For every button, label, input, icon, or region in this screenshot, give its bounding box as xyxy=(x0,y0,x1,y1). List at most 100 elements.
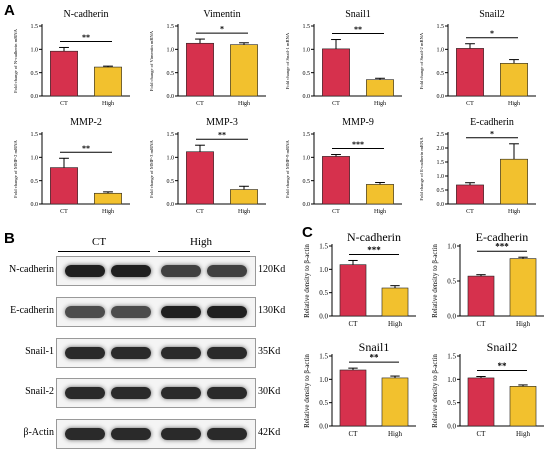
y-tick-label: 0.5 xyxy=(447,277,456,285)
blot-size-label: 42Kd xyxy=(258,427,281,438)
x-tick-label: High xyxy=(238,209,250,215)
bar-ct xyxy=(456,184,484,205)
density-chart-title: N-cadherin xyxy=(347,230,401,244)
density-chart-3: Snail2 Relative density to β-actin 0.0 0.5 1… xyxy=(428,338,548,444)
blot-group-ct-line xyxy=(58,251,150,252)
y-tick-label: 0.5 xyxy=(447,399,456,407)
density-chart-ylabel: Relative density to β-actin xyxy=(303,354,311,428)
y-tick-label: 1.0 xyxy=(437,174,445,180)
significance-marker: * xyxy=(490,29,494,38)
mrna-chart-svg-2: Snail1 Fold change of Snail-1 mRNA 0.0 0.5 1… xyxy=(285,9,402,107)
blot-strip xyxy=(56,256,256,286)
density-chart-svg-0: N-cadherin Relative density to β-actin 0.0… xyxy=(303,230,416,328)
blot-protein-label: Snail-2 xyxy=(25,386,54,397)
mrna-chart-title: Vimentin xyxy=(203,9,240,20)
mrna-chart-title: E-cadherin xyxy=(470,117,514,128)
mrna-chart-svg-6: MMP-9 Fold change of MMP-9 mRNA 0.0 0.5 1.0 1… xyxy=(285,117,402,215)
significance-marker: *** xyxy=(495,242,509,252)
blot-group-ct: CT xyxy=(92,236,107,248)
bar-high xyxy=(94,192,122,205)
mrna-chart-3: Snail2 Fold change of Snail-2 mRNA 0.0 0.5 1… xyxy=(414,6,540,114)
y-tick-label: 2.5 xyxy=(437,132,445,138)
blot-band xyxy=(111,265,151,277)
y-tick-label: 0.5 xyxy=(167,71,175,77)
significance-marker: *** xyxy=(352,140,364,149)
bar-ct xyxy=(50,167,78,205)
panel-label-a: A xyxy=(4,2,15,19)
y-tick-label: 0.0 xyxy=(319,422,328,430)
blot-protein-label: β-Actin xyxy=(23,427,54,438)
x-tick-label: CT xyxy=(466,101,474,107)
x-tick-label: High xyxy=(388,430,403,438)
blot-band xyxy=(207,428,247,440)
x-tick-label: CT xyxy=(466,209,474,215)
mrna-chart-title: N-cadherin xyxy=(64,9,109,20)
x-tick-label: CT xyxy=(349,430,359,438)
bar-high xyxy=(230,44,258,97)
blot-protein-label: E-cadherin xyxy=(10,305,54,316)
x-tick-label: CT xyxy=(196,209,204,215)
y-tick-label: 2.0 xyxy=(437,146,445,152)
bar-ct xyxy=(467,275,495,317)
x-tick-label: High xyxy=(388,320,403,328)
blot-band xyxy=(65,387,105,399)
density-chart-2: Snail1 Relative density to β-actin 0.0 0.5 1… xyxy=(300,338,420,444)
y-tick-label: 1.5 xyxy=(447,352,456,360)
y-tick-label: 1.0 xyxy=(447,376,456,384)
blot-protein-label: Snail-1 xyxy=(25,346,54,357)
blot-band xyxy=(65,347,105,359)
blot-protein-label: N-cadherin xyxy=(9,264,54,275)
y-tick-label: 1.0 xyxy=(319,266,328,274)
x-tick-label: High xyxy=(102,209,114,215)
y-tick-label: 0.0 xyxy=(31,94,39,100)
y-tick-label: 1.5 xyxy=(167,24,175,30)
mrna-chart-6: MMP-9 Fold change of MMP-9 mRNA 0.0 0.5 1.0 1… xyxy=(280,114,406,222)
blot-band xyxy=(207,265,247,277)
x-tick-label: CT xyxy=(332,209,340,215)
y-tick-label: 0.0 xyxy=(31,202,39,208)
x-tick-label: CT xyxy=(349,320,359,328)
y-tick-label: 0.0 xyxy=(303,94,311,100)
mrna-chart-svg-5: MMP-3 Fold change of MMP-3 mRNA 0.0 0.5 1.0 1… xyxy=(149,117,266,215)
mrna-chart-title: Snail2 xyxy=(479,9,505,20)
significance-marker: * xyxy=(220,25,224,34)
blot-band xyxy=(65,428,105,440)
mrna-chart-2: Snail1 Fold change of Snail-1 mRNA 0.0 0.5 1… xyxy=(280,6,406,114)
bar-high xyxy=(366,184,394,205)
blot-band xyxy=(111,428,151,440)
y-tick-label: 0.5 xyxy=(437,71,445,77)
western-blot: CT High N-cadherin 120Kd E-cadherin 130Kd Sn… xyxy=(0,228,292,449)
y-tick-label: 1.0 xyxy=(303,47,311,53)
blot-band xyxy=(161,347,201,359)
y-tick-label: 0.0 xyxy=(303,202,311,208)
density-chart-svg-1: E-cadherin Relative density to β-actin 0.0… xyxy=(431,230,544,328)
x-tick-label: High xyxy=(516,320,531,328)
mrna-chart-ylabel: Fold change of E-cadherin mRNA xyxy=(419,137,424,201)
y-tick-label: 0.0 xyxy=(319,312,328,320)
bar-ct xyxy=(322,48,350,97)
blot-band xyxy=(111,387,151,399)
mrna-chart-svg-1: Vimentin Fold change of Vimentin mRNA 0.0 0… xyxy=(149,9,266,107)
mrna-chart-svg-3: Snail2 Fold change of Snail-2 mRNA 0.0 0.5 1… xyxy=(419,9,536,107)
density-chart-title: E-cadherin xyxy=(476,230,529,244)
mrna-chart-title: MMP-3 xyxy=(206,117,238,128)
mrna-chart-0: N-cadherin Fold change of N-cadherin mRNA… xyxy=(8,6,134,114)
y-tick-label: 0.0 xyxy=(447,422,456,430)
blot-band xyxy=(161,265,201,277)
mrna-chart-ylabel: Fold change of MMP-2 mRNA xyxy=(13,139,18,197)
significance-marker: ** xyxy=(82,33,90,42)
y-tick-label: 1.0 xyxy=(167,47,175,53)
x-tick-label: High xyxy=(102,101,114,107)
y-tick-label: 0.5 xyxy=(303,71,311,77)
x-tick-label: CT xyxy=(196,101,204,107)
blot-band xyxy=(207,347,247,359)
panel-label-b: B xyxy=(4,230,15,247)
significance-marker: ** xyxy=(370,353,380,363)
bar-ct xyxy=(467,377,495,427)
blot-strip xyxy=(56,338,256,368)
mrna-chart-ylabel: Fold change of N-cadherin mRNA xyxy=(13,28,18,92)
y-tick-label: 1.5 xyxy=(167,132,175,138)
y-tick-label: 0.0 xyxy=(167,94,175,100)
bar-high xyxy=(381,377,409,427)
mrna-chart-ylabel: Fold change of Snail-1 mRNA xyxy=(285,32,290,89)
